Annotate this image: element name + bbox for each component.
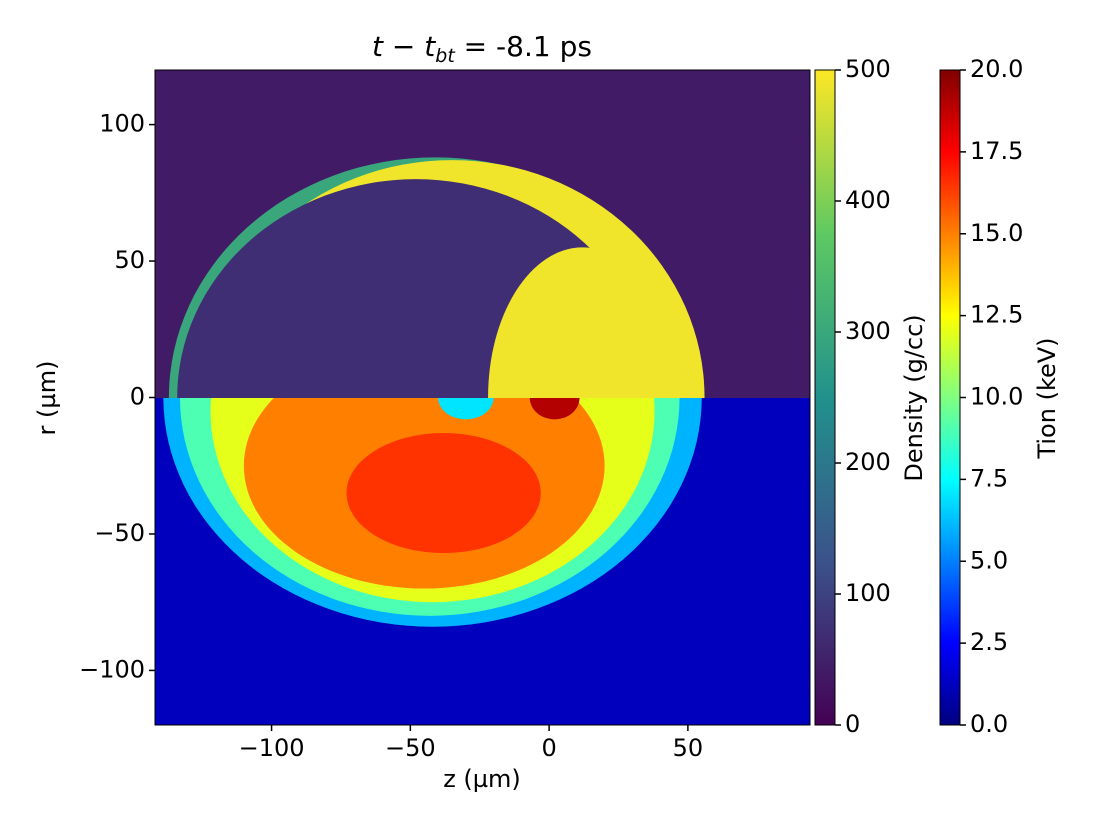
x-tick-label: −100 [239, 734, 305, 762]
colorbar-tick-label: 12.5 [970, 301, 1023, 329]
field-region [529, 398, 580, 420]
y-tick-label: −100 [79, 655, 145, 683]
colorbar-tick-label: 10.0 [970, 383, 1023, 411]
x-tick-label: −50 [385, 734, 436, 762]
y-axis-label: r (µm) [33, 361, 61, 436]
field-region [438, 398, 494, 420]
chart-title: t − tbt = -8.1 ps [372, 30, 592, 67]
colorbar [939, 69, 961, 726]
colorbar-tick-label: 17.5 [970, 137, 1023, 165]
colorbar-tick-label: 2.5 [970, 628, 1008, 656]
title-part: t − t [372, 30, 436, 63]
colorbar-tick-label: 20.0 [970, 55, 1023, 83]
field-upper [155, 70, 810, 398]
y-tick-label: 50 [114, 246, 145, 274]
colorbar-tick-label: 300 [845, 317, 891, 345]
colorbar-label: Density (g/cc) [900, 314, 928, 481]
x-tick-label: 50 [673, 734, 704, 762]
title-part: bt [435, 45, 456, 67]
field-region [346, 432, 541, 554]
field-region [488, 247, 677, 398]
x-axis-label: z (µm) [443, 765, 521, 793]
plot-area [155, 70, 810, 725]
colorbar-tick-label: 15.0 [970, 219, 1023, 247]
y-tick-label: −50 [94, 519, 145, 547]
colorbar-tick-label: 400 [845, 186, 891, 214]
colorbar-tick-label: 200 [845, 448, 891, 476]
colorbar-tick-label: 5.0 [970, 546, 1008, 574]
colorbar-tick-label: 0.0 [970, 710, 1008, 738]
colorbar-label: Tion (keV) [1033, 337, 1061, 459]
colorbar [814, 69, 836, 726]
x-tick-label: 0 [541, 734, 556, 762]
colorbar-tick-label: 100 [845, 579, 891, 607]
title-part: = -8.1 ps [455, 30, 592, 63]
y-tick-label: 100 [99, 110, 145, 138]
field-lower [155, 398, 810, 725]
colorbar-tick-label: 0 [845, 710, 860, 738]
colorbar-tick-label: 500 [845, 55, 891, 83]
y-tick-label: 0 [130, 383, 145, 411]
colorbar-tick-label: 7.5 [970, 464, 1008, 492]
